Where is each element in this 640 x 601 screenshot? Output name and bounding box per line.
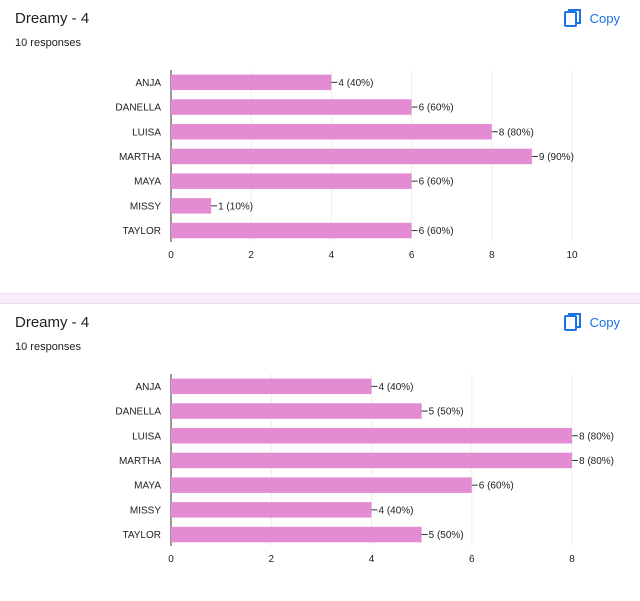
copy-button[interactable]: Copy xyxy=(563,312,620,332)
copy-button-label: Copy xyxy=(589,314,620,330)
bar xyxy=(171,403,422,419)
category-label: MARTHA xyxy=(119,456,161,467)
value-label: 4 (40%) xyxy=(379,382,414,393)
copy-icon xyxy=(563,313,581,331)
bar xyxy=(171,477,472,493)
category-label: MAYA xyxy=(134,177,161,188)
x-tick-label: 2 xyxy=(248,250,254,261)
value-label: 6 (60%) xyxy=(479,481,514,492)
x-tick-label: 8 xyxy=(569,554,575,565)
category-label: DANELLA xyxy=(115,103,161,114)
category-label: MAYA xyxy=(134,481,161,492)
category-label: TAYLOR xyxy=(122,530,161,541)
value-label: 6 (60%) xyxy=(419,226,454,237)
x-tick-label: 0 xyxy=(168,250,174,261)
x-tick-label: 6 xyxy=(469,554,475,565)
chart-card-2: Dreamy - 4 10 responses Copy 0 2 4 6 8 ANJA 4 … xyxy=(0,304,640,601)
card-separator xyxy=(0,293,640,304)
copy-icon xyxy=(563,9,581,27)
value-label: 1 (10%) xyxy=(218,201,253,212)
bar xyxy=(171,198,212,214)
x-tick-label: 4 xyxy=(329,250,335,261)
value-label: 6 (60%) xyxy=(419,103,454,114)
bar xyxy=(171,428,572,444)
value-label: 8 (80%) xyxy=(499,127,534,138)
bar xyxy=(171,124,492,140)
value-label: 8 (80%) xyxy=(579,431,614,442)
value-label: 5 (50%) xyxy=(429,530,464,541)
value-label: 4 (40%) xyxy=(379,505,414,516)
x-tick-label: 6 xyxy=(409,250,415,261)
bar xyxy=(171,148,532,165)
response-count: 10 responses xyxy=(15,37,82,49)
copy-button-label: Copy xyxy=(589,10,620,26)
bar xyxy=(171,99,412,115)
card-title: Dreamy - 4 xyxy=(15,314,90,331)
bar xyxy=(171,452,572,469)
value-label: 4 (40%) xyxy=(338,78,373,89)
bar xyxy=(171,74,332,91)
category-label: MARTHA xyxy=(119,152,161,163)
bar xyxy=(171,378,372,395)
category-label: TAYLOR xyxy=(122,226,161,237)
x-tick-label: 0 xyxy=(168,554,174,565)
bar xyxy=(171,173,412,189)
value-label: 8 (80%) xyxy=(579,456,614,467)
card-title: Dreamy - 4 xyxy=(15,10,90,27)
category-label: DANELLA xyxy=(115,407,161,418)
category-label: ANJA xyxy=(135,382,161,393)
value-label: 6 (60%) xyxy=(419,177,454,188)
chart-card-1: Dreamy - 4 10 responses Copy 0 2 4 6 8 10 ANJA… xyxy=(0,0,640,293)
category-label: LUISA xyxy=(132,431,161,442)
x-tick-label: 2 xyxy=(268,554,274,565)
x-tick-label: 10 xyxy=(566,250,578,261)
bar-chart: 0 2 4 6 8 ANJA 4 (40%) DANELLA 5 (50%) LUISA 8 (80… xyxy=(115,374,614,565)
value-label: 5 (50%) xyxy=(429,407,464,418)
category-label: ANJA xyxy=(135,78,161,89)
response-count: 10 responses xyxy=(15,341,82,353)
category-label: MISSY xyxy=(130,505,161,516)
value-label: 9 (90%) xyxy=(539,152,574,163)
category-label: MISSY xyxy=(130,201,161,212)
bar xyxy=(171,222,412,239)
x-tick-label: 4 xyxy=(369,554,375,565)
bar xyxy=(171,502,372,518)
bar-chart: 0 2 4 6 8 10 ANJA 4 (40%) DANELLA 6 (60%) LUISA 8 (… xyxy=(115,70,578,261)
x-tick-label: 8 xyxy=(489,250,495,261)
copy-button[interactable]: Copy xyxy=(563,8,620,28)
bar xyxy=(171,526,422,543)
category-label: LUISA xyxy=(132,127,161,138)
